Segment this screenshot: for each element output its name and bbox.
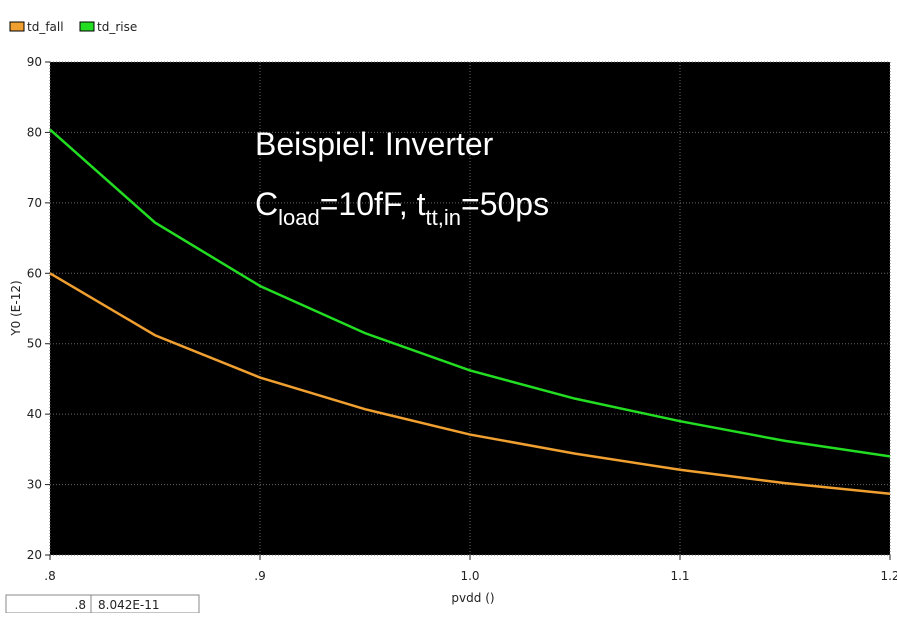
annotation-sub: tt,in <box>426 205 461 230</box>
x-tick-label: 1.2 <box>880 569 897 583</box>
x-tick-label: 1.0 <box>460 569 479 583</box>
series-line <box>49 128 891 458</box>
status-x: .8 <box>75 598 86 612</box>
legend-swatch <box>9 21 25 32</box>
y-tick-label: 70 <box>27 196 42 210</box>
y-tick-label: 20 <box>27 548 42 562</box>
annotation-sub: load <box>278 205 320 230</box>
y-axis-label: Y0 (E-12) <box>9 280 23 336</box>
x-axis-label: pvdd () <box>451 591 494 605</box>
x-tick-label: .8 <box>44 569 55 583</box>
annotation-part: C <box>255 186 278 222</box>
x-tick-label: .9 <box>254 569 265 583</box>
annotation: Cload=10fF, ttt,in=50ps <box>255 186 549 230</box>
annotation-part: =10fF, t <box>320 186 426 222</box>
annotation: Beispiel: Inverter <box>255 126 494 162</box>
annotation-part: =50ps <box>461 186 549 222</box>
series-line <box>49 272 891 495</box>
y-tick-label: 60 <box>27 266 42 280</box>
y-tick-label: 40 <box>27 407 42 421</box>
x-tick-label: 1.1 <box>670 569 689 583</box>
status-y: 8.042E-11 <box>98 598 160 612</box>
legend-swatch <box>79 21 95 32</box>
y-tick-label: 50 <box>27 337 42 351</box>
y-tick-label: 80 <box>27 125 42 139</box>
y-tick-label: 90 <box>27 55 42 69</box>
legend-label: td_fall <box>27 20 64 34</box>
y-tick-label: 30 <box>27 478 42 492</box>
legend-label: td_rise <box>97 20 137 34</box>
